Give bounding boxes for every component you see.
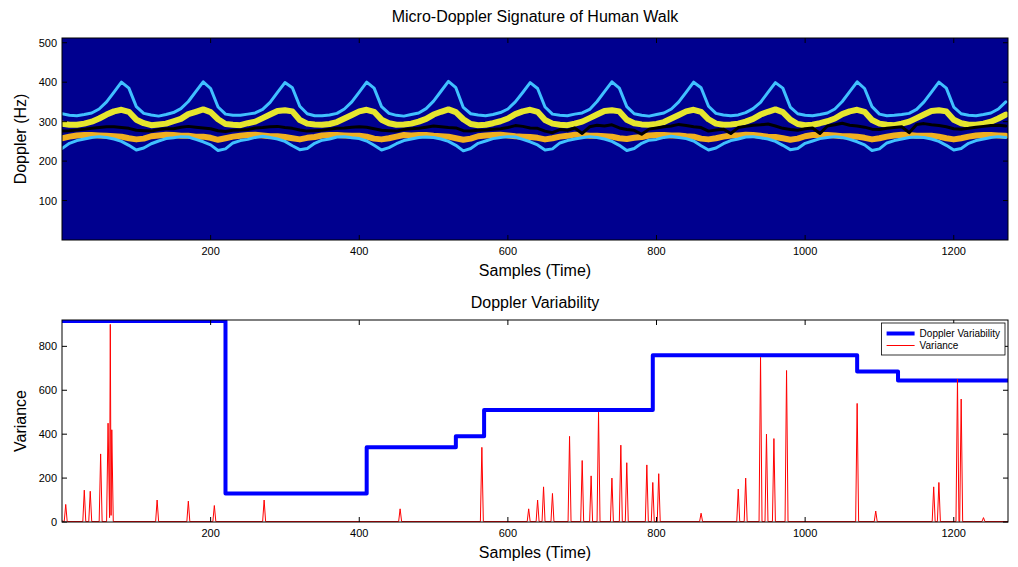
y-tick	[62, 478, 67, 479]
y-tick	[1003, 161, 1008, 162]
x-tick-label: 200	[201, 527, 219, 539]
x-tick-label: 1200	[942, 245, 966, 257]
x-tick	[507, 320, 508, 325]
legend-swatch	[887, 332, 915, 336]
x-tick-label: 600	[499, 527, 517, 539]
x-tick	[210, 38, 211, 43]
series-line	[62, 321, 1008, 493]
y-tick	[1003, 42, 1008, 43]
y-tick	[62, 200, 67, 201]
x-tick	[953, 517, 954, 522]
y-tick	[62, 434, 67, 435]
legend-label: Variance	[920, 340, 959, 351]
x-tick-label: 1000	[793, 245, 817, 257]
x-tick	[656, 235, 657, 240]
legend-label: Doppler Variability	[920, 328, 1000, 339]
y-tick	[1003, 200, 1008, 201]
x-tick	[805, 517, 806, 522]
x-tick	[805, 320, 806, 325]
y-tick	[1003, 82, 1008, 83]
y-tick-label: 200	[39, 155, 57, 167]
x-tick-label: 800	[647, 245, 665, 257]
x-tick	[210, 235, 211, 240]
legend-swatch	[887, 345, 915, 346]
y-tick	[1003, 390, 1008, 391]
x-tick-label: 200	[201, 245, 219, 257]
y-tick	[62, 346, 67, 347]
x-tick	[359, 235, 360, 240]
x-tick	[210, 517, 211, 522]
x-tick	[359, 320, 360, 325]
x-tick-label: 1000	[793, 527, 817, 539]
x-tick	[507, 517, 508, 522]
series-line	[62, 123, 1006, 134]
plot-frame	[62, 38, 1008, 240]
x-tick-label: 400	[350, 245, 368, 257]
y-tick	[62, 161, 67, 162]
x-tick-label: 800	[647, 527, 665, 539]
y-tick	[62, 42, 67, 43]
x-tick	[805, 38, 806, 43]
x-tick-label: 600	[499, 245, 517, 257]
x-tick	[359, 38, 360, 43]
y-tick	[62, 82, 67, 83]
y-tick-label: 400	[39, 428, 57, 440]
x-tick	[656, 320, 657, 325]
y-tick	[62, 522, 67, 523]
y-tick-label: 400	[39, 76, 57, 88]
chart: 200 400 600 800 1000 1200 100 200 300 400 500 Micro…	[0, 0, 1018, 567]
x-tick	[656, 38, 657, 43]
legend-box	[882, 323, 1005, 355]
series-group	[62, 81, 1006, 150]
x-axis-title: Samples (Time)	[479, 544, 591, 561]
y-tick-label: 200	[39, 472, 57, 484]
y-tick-label: 800	[39, 340, 57, 352]
y-axis-title: Doppler (Hz)	[12, 94, 29, 185]
legend: Doppler VariabilityVariance	[882, 323, 1005, 355]
y-tick	[62, 121, 67, 122]
series-line	[62, 109, 1006, 125]
x-tick	[656, 517, 657, 522]
x-tick	[805, 235, 806, 240]
series-group	[62, 321, 1008, 521]
x-tick	[359, 517, 360, 522]
x-tick	[210, 320, 211, 325]
chart-title: Micro-Doppler Signature of Human Walk	[392, 8, 680, 25]
y-tick-label: 100	[39, 195, 57, 207]
x-axis-title: Samples (Time)	[479, 262, 591, 279]
x-tick	[507, 38, 508, 43]
plot-frame	[62, 320, 1008, 522]
series-line	[62, 324, 1008, 521]
y-tick	[1003, 522, 1008, 523]
y-axis-title: Variance	[12, 390, 29, 452]
y-tick-label: 300	[39, 116, 57, 128]
y-tick-label: 0	[51, 516, 57, 528]
y-tick	[1003, 121, 1008, 122]
x-tick	[507, 235, 508, 240]
y-tick	[1003, 434, 1008, 435]
x-tick	[953, 235, 954, 240]
chart-title: Doppler Variability	[471, 294, 600, 311]
series-line	[62, 136, 1006, 151]
plot-background	[62, 38, 1008, 240]
x-tick-label: 400	[350, 527, 368, 539]
y-tick-label: 500	[39, 37, 57, 49]
y-tick	[62, 390, 67, 391]
y-tick	[1003, 478, 1008, 479]
plot-background	[62, 320, 1008, 522]
x-tick	[953, 38, 954, 43]
series-line	[62, 135, 1006, 140]
x-tick-label: 1200	[942, 527, 966, 539]
y-tick-label: 600	[39, 384, 57, 396]
